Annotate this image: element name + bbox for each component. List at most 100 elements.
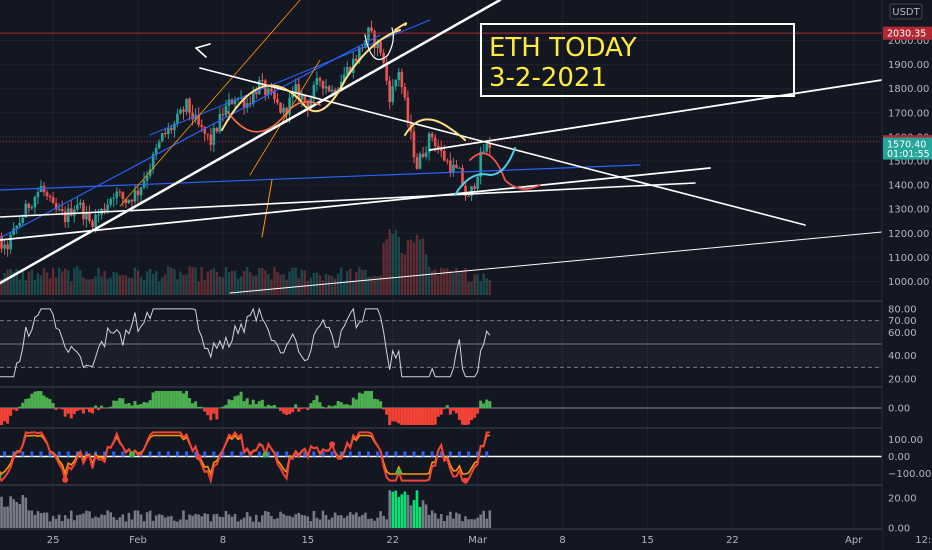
momentum-bar [45,397,49,408]
histogram-bar [182,510,185,528]
histogram-bar [312,510,316,528]
volume-bar [273,266,276,295]
candle-body [327,86,331,92]
currency-label[interactable]: USDT [889,3,923,20]
candle-body [9,234,12,250]
candle-body [45,192,49,196]
momentum-bar [318,402,322,408]
candle-body [442,150,446,161]
momentum-bar [473,408,477,418]
arrow-head-a [195,43,211,49]
histogram-bar [36,511,40,528]
candle-body [376,41,379,49]
histogram-bar [218,516,222,528]
momentum-bar [206,408,210,416]
candle-body [412,131,416,158]
volume-bar [94,276,97,295]
candle-body [82,202,85,220]
volume-bar [336,273,340,295]
time-axis[interactable]: 25 Feb 8 15 22 Mar 8 15 22 Apr 12:0 [0,530,932,550]
momentum-bar [97,408,101,411]
momentum-bar [215,408,219,420]
volume-bar [118,275,122,295]
momentum-bar [30,393,34,408]
candle-body [367,27,370,41]
histogram-bar [303,515,307,528]
candle-body [342,74,346,82]
histogram-bar [163,517,167,528]
candle-body [306,100,310,109]
histogram-bar [24,497,28,528]
histogram-bar [173,520,176,528]
momentum-bar [78,408,82,410]
price-tick-label: 1700.00 [888,108,929,119]
histogram-bar [118,517,122,528]
momentum-bar [69,408,73,419]
volume-bar [245,267,249,295]
momentum-bar [230,400,234,408]
rsi-line [0,307,491,378]
drawings-layer [0,0,883,294]
volume-bar [48,278,52,295]
candle-body [60,209,64,212]
candle-body [215,127,219,132]
momentum-bar [382,408,386,410]
candle-body [279,102,282,113]
momentum-bar [336,401,340,408]
histogram-bar [221,517,225,528]
orange-trend-short [249,59,321,176]
candle-body [239,97,243,99]
volume-bar [376,276,379,295]
price-tick-label: 1900.00 [888,60,929,71]
histogram-bar [66,518,70,528]
candle-body [464,185,467,196]
histogram-bar [73,520,76,528]
price-tick-label: 1800.00 [888,84,929,95]
momentum-bar [263,406,267,408]
momentum-bar [451,408,455,411]
candle-body [400,72,404,88]
momentum-bar [427,408,431,425]
histogram-bar [470,519,473,528]
histogram-bar [239,519,243,528]
oscillator-tick-label: 100.00 [888,435,923,446]
momentum-bar [0,408,4,425]
volume-bar [315,272,319,295]
momentum-bar [39,391,43,408]
white-support-1 [0,167,711,241]
momentum-bar [9,408,13,416]
momentum-bar [294,404,298,408]
price-axis[interactable]: 2000.001900.001800.001700.001600.001500.… [881,0,932,550]
volume-bar [170,267,173,295]
price-tick-label: 2000.00 [888,36,929,47]
histogram-bar [3,506,6,528]
momentum-bar [288,408,292,415]
histogram-bar [412,500,416,528]
oscillator-bar [21,451,25,457]
momentum-bar [239,391,243,408]
indicator-panes[interactable] [0,307,932,528]
oscillator-bar [3,451,7,457]
momentum-bar [130,405,134,408]
histogram-bar [288,515,291,528]
candle-body [352,58,355,73]
histogram-bar [294,514,297,528]
volume-bar [142,280,146,295]
volume-bar [136,270,140,295]
histogram-bar [245,512,249,528]
volume-bar [121,275,125,295]
volume-bar [133,267,137,295]
volume-bar [467,281,470,295]
volume-bar [270,279,273,295]
candle-body [121,192,125,199]
momentum-bar [370,391,374,408]
candle-body [66,208,70,223]
volume-bar [370,276,373,295]
histogram-bar [336,515,340,528]
momentum-bar [142,402,146,408]
histogram-bar [367,518,370,528]
momentum-bar [87,408,91,413]
momentum-bar [400,408,404,425]
histogram-bar [248,516,252,528]
